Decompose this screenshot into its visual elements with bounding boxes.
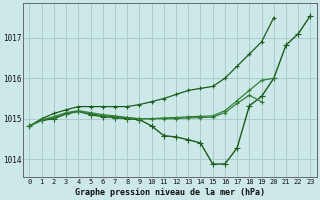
X-axis label: Graphe pression niveau de la mer (hPa): Graphe pression niveau de la mer (hPa) [75,188,265,197]
